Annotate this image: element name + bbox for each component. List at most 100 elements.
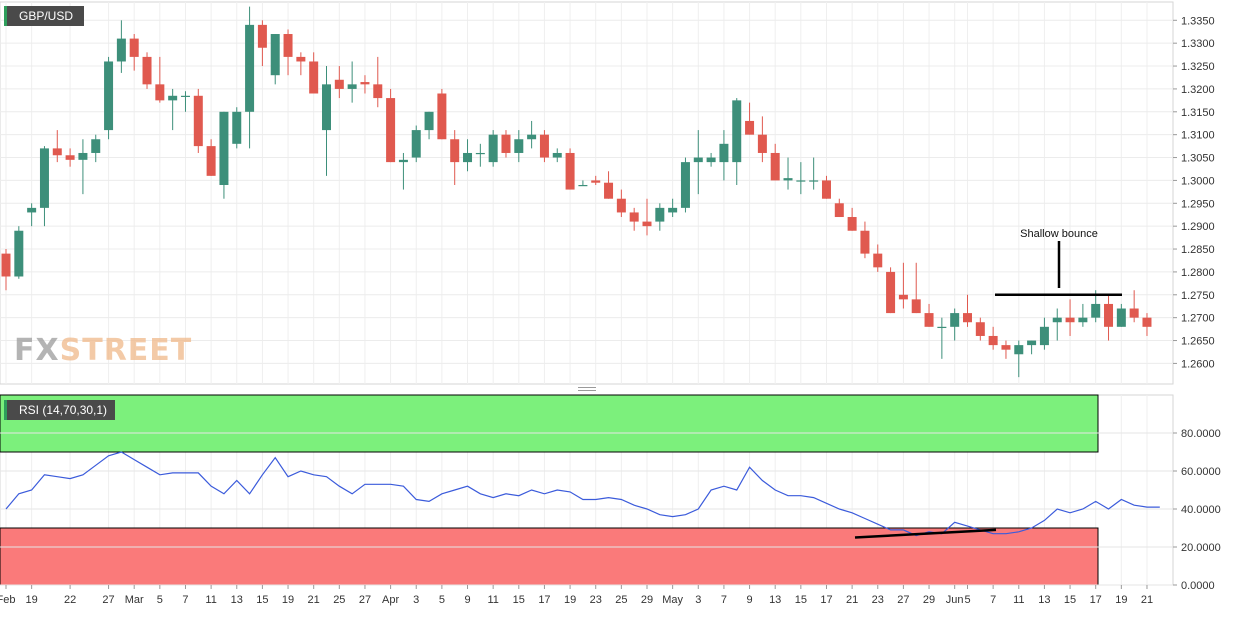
x-tick-label: 23 xyxy=(872,594,884,606)
candle-body xyxy=(1116,308,1126,327)
candle-body xyxy=(283,34,293,57)
x-tick-label: 7 xyxy=(721,594,727,606)
candle-body xyxy=(206,146,216,176)
candle-body xyxy=(1142,317,1152,327)
candle-body xyxy=(373,84,383,99)
candle-body xyxy=(360,82,370,85)
symbol-badge[interactable]: GBP/USD xyxy=(4,6,84,26)
candle-body xyxy=(309,61,319,94)
candle-body xyxy=(168,95,178,101)
x-tick-label: 5 xyxy=(964,594,970,606)
candle-body xyxy=(668,207,678,213)
rsi-tick-label: 80.0000 xyxy=(1181,428,1221,440)
x-tick-label: 11 xyxy=(205,594,216,606)
candle-body xyxy=(450,139,460,163)
price-tick-label: 1.3300 xyxy=(1181,38,1215,50)
price-tick-label: 1.3350 xyxy=(1181,15,1215,27)
candle-body xyxy=(757,134,767,153)
rsi-overbought-zone xyxy=(0,394,1099,453)
candle-body xyxy=(834,203,844,218)
candle-body xyxy=(219,111,229,185)
candle-body xyxy=(78,152,88,160)
candle-body xyxy=(950,313,960,327)
candle-body xyxy=(860,230,870,254)
candle-body xyxy=(232,111,242,144)
candle-body xyxy=(809,180,819,182)
candle-body xyxy=(616,198,626,213)
x-tick-label: 13 xyxy=(769,594,781,606)
rsi-tick-label: 60.0000 xyxy=(1181,466,1221,478)
candle-body xyxy=(693,157,703,163)
candle-body xyxy=(129,38,139,57)
x-tick-label: 22 xyxy=(64,594,76,606)
price-tick-label: 1.2900 xyxy=(1181,221,1215,233)
candle-body xyxy=(821,180,831,199)
x-tick-label: 27 xyxy=(359,594,371,606)
x-tick-label: 3 xyxy=(413,594,419,606)
x-tick-label: 17 xyxy=(820,594,832,606)
candle-body xyxy=(104,61,114,131)
price-tick-label: 1.3050 xyxy=(1181,153,1215,165)
candle-body xyxy=(591,180,601,183)
candle-body xyxy=(1052,317,1062,323)
candle-body xyxy=(257,24,267,48)
x-tick-label: 5 xyxy=(439,594,445,606)
annotation-label: Shallow bounce xyxy=(1020,228,1098,240)
candle-body xyxy=(193,95,203,147)
rsi-trendline xyxy=(854,528,997,539)
x-tick-label: 17 xyxy=(1090,594,1102,606)
price-tick-label: 1.3200 xyxy=(1181,84,1215,96)
price-tick-label: 1.2850 xyxy=(1181,244,1215,256)
candle-body xyxy=(924,313,934,327)
candle-body xyxy=(27,207,37,213)
candle-body xyxy=(796,180,806,182)
candle-body xyxy=(52,148,62,156)
candle-body xyxy=(1,253,11,277)
x-tick-label: 5 xyxy=(157,594,163,606)
candle-body xyxy=(847,217,857,231)
candle-body xyxy=(398,159,408,163)
candle-body xyxy=(745,120,755,135)
rsi-badge[interactable]: RSI (14,70,30,1) xyxy=(4,400,115,420)
candle-body xyxy=(180,95,190,97)
price-tick-label: 1.2800 xyxy=(1181,267,1215,279)
candle-body xyxy=(334,79,344,89)
x-tick-label: Feb xyxy=(0,594,15,606)
price-panel xyxy=(0,1,1174,385)
candle-body xyxy=(988,335,998,346)
candle-body xyxy=(155,84,165,101)
candle-body xyxy=(1039,326,1049,346)
candle-body xyxy=(911,299,921,314)
x-tick-label: 27 xyxy=(897,594,909,606)
x-tick-label: 19 xyxy=(282,594,294,606)
candle-body xyxy=(437,93,447,140)
candle-body xyxy=(1001,345,1011,350)
candle-body xyxy=(386,98,396,163)
candle-body xyxy=(347,84,357,89)
candle-body xyxy=(463,152,473,163)
candle-body xyxy=(937,326,947,329)
rsi-tick-label: 0.0000 xyxy=(1181,580,1215,592)
x-tick-label: 15 xyxy=(795,594,807,606)
x-tick-label: 21 xyxy=(1141,594,1153,606)
x-tick-label: 15 xyxy=(513,594,525,606)
x-tick-label: Apr xyxy=(382,594,399,606)
candle-body xyxy=(245,24,255,112)
price-tick-label: 1.2700 xyxy=(1181,313,1215,325)
candle-body xyxy=(116,38,126,62)
x-tick-label: 19 xyxy=(1115,594,1127,606)
candle-body xyxy=(680,162,690,208)
x-tick-label: 13 xyxy=(1038,594,1050,606)
price-tick-label: 1.3150 xyxy=(1181,107,1215,119)
x-tick-label: 25 xyxy=(333,594,345,606)
x-tick-label: 21 xyxy=(846,594,858,606)
candle-body xyxy=(873,253,883,268)
candle-body xyxy=(65,155,75,160)
rsi-tick-label: 20.0000 xyxy=(1181,542,1221,554)
candle-body xyxy=(706,157,716,163)
candle-body xyxy=(552,152,562,158)
x-tick-label: 13 xyxy=(231,594,243,606)
candle-body xyxy=(501,134,511,153)
